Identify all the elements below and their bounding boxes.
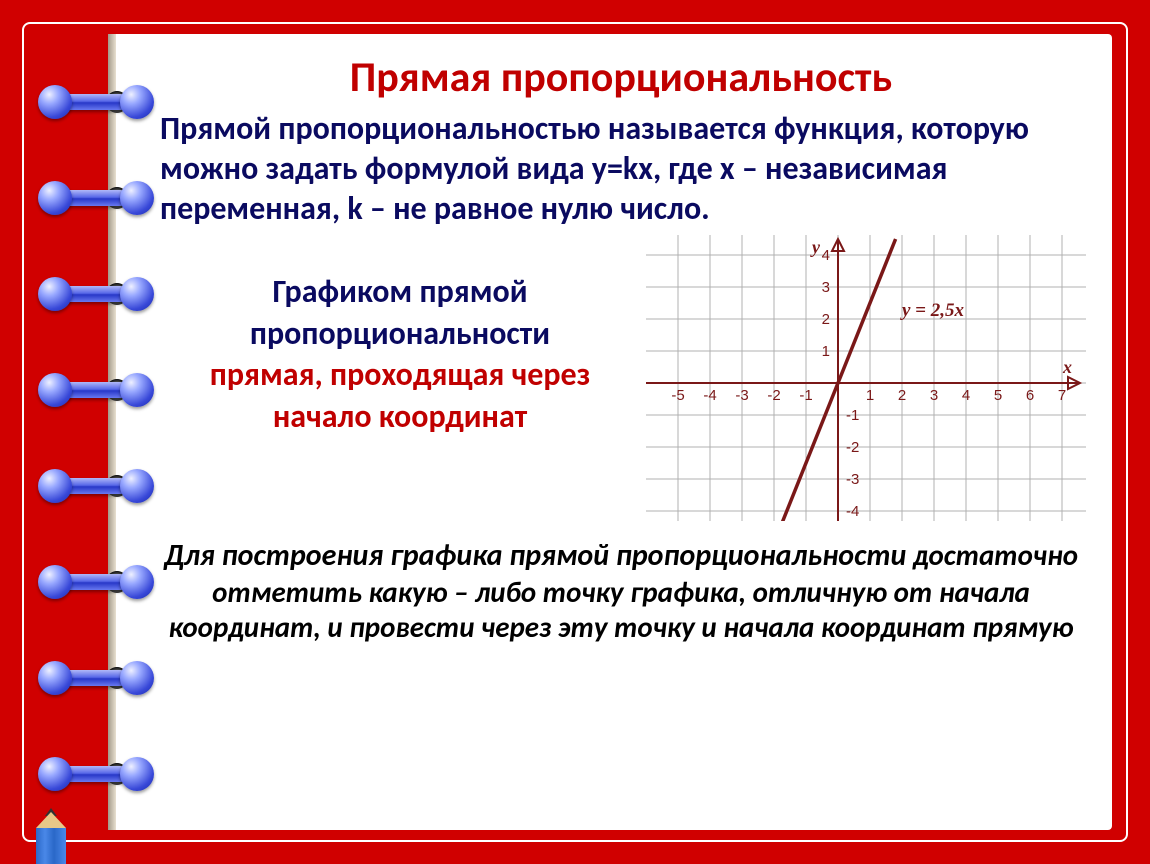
chart-container: -5 -4 -3 -2 -1 1 2 3 4 5 6 7 1 2 3 4 -1 -2 -3 -4 x y y = 2,5x [646, 235, 1086, 526]
svg-text:-3: -3 [846, 471, 859, 488]
notebook-page: Прямая пропорциональность Прямой пропорц… [108, 34, 1112, 830]
note-lead: Для построения графика прямой пропорцион… [164, 537, 906, 574]
svg-text:x: x [1062, 357, 1072, 377]
svg-text:4: 4 [822, 247, 830, 264]
svg-text:-5: -5 [671, 387, 684, 404]
statement-line: прямая, проходящая через [160, 354, 640, 396]
svg-text:2: 2 [822, 311, 830, 328]
statement-line: начало координат [160, 396, 640, 438]
svg-text:-1: -1 [846, 407, 859, 424]
svg-text:y: y [810, 237, 821, 257]
svg-text:-3: -3 [735, 387, 748, 404]
page-spine [108, 34, 116, 830]
svg-text:3: 3 [822, 279, 830, 296]
svg-text:-4: -4 [846, 503, 859, 520]
proportionality-chart: -5 -4 -3 -2 -1 1 2 3 4 5 6 7 1 2 3 4 -1 -2 -3 -4 x y y = 2,5x [646, 235, 1086, 521]
definition-term: Прямой пропорциональностью [160, 109, 601, 148]
svg-text:-2: -2 [767, 387, 780, 404]
ring-icon [42, 180, 142, 216]
svg-text:y = 2,5x: y = 2,5x [900, 300, 965, 321]
svg-text:3: 3 [930, 387, 938, 404]
svg-text:6: 6 [1026, 387, 1034, 404]
ring-icon [42, 84, 142, 120]
svg-text:-4: -4 [703, 387, 716, 404]
graph-statement: Графиком прямой пропорциональности пряма… [160, 235, 640, 526]
statement-line: Графиком прямой [160, 271, 640, 313]
svg-text:1: 1 [822, 343, 830, 360]
svg-text:-2: -2 [846, 439, 859, 456]
svg-text:1: 1 [866, 387, 874, 404]
svg-text:2: 2 [898, 387, 906, 404]
construction-note: Для построения графика прямой пропорцион… [160, 538, 1082, 645]
svg-text:-1: -1 [799, 387, 812, 404]
ring-icon [42, 468, 142, 504]
definition-paragraph: Прямой пропорциональностью называется фу… [160, 109, 1082, 229]
ring-icon [42, 564, 142, 600]
page-title: Прямая пропорциональность [160, 52, 1082, 103]
content-row: Графиком прямой пропорциональности пряма… [160, 235, 1082, 526]
svg-text:7: 7 [1058, 387, 1066, 404]
ring-icon [42, 276, 142, 312]
svg-text:5: 5 [994, 387, 1002, 404]
statement-line: пропорциональности [160, 313, 640, 355]
svg-text:4: 4 [962, 387, 970, 404]
pencil-icon [36, 808, 66, 864]
ring-icon [42, 372, 142, 408]
ring-icon [42, 660, 142, 696]
ring-icon [42, 756, 142, 792]
